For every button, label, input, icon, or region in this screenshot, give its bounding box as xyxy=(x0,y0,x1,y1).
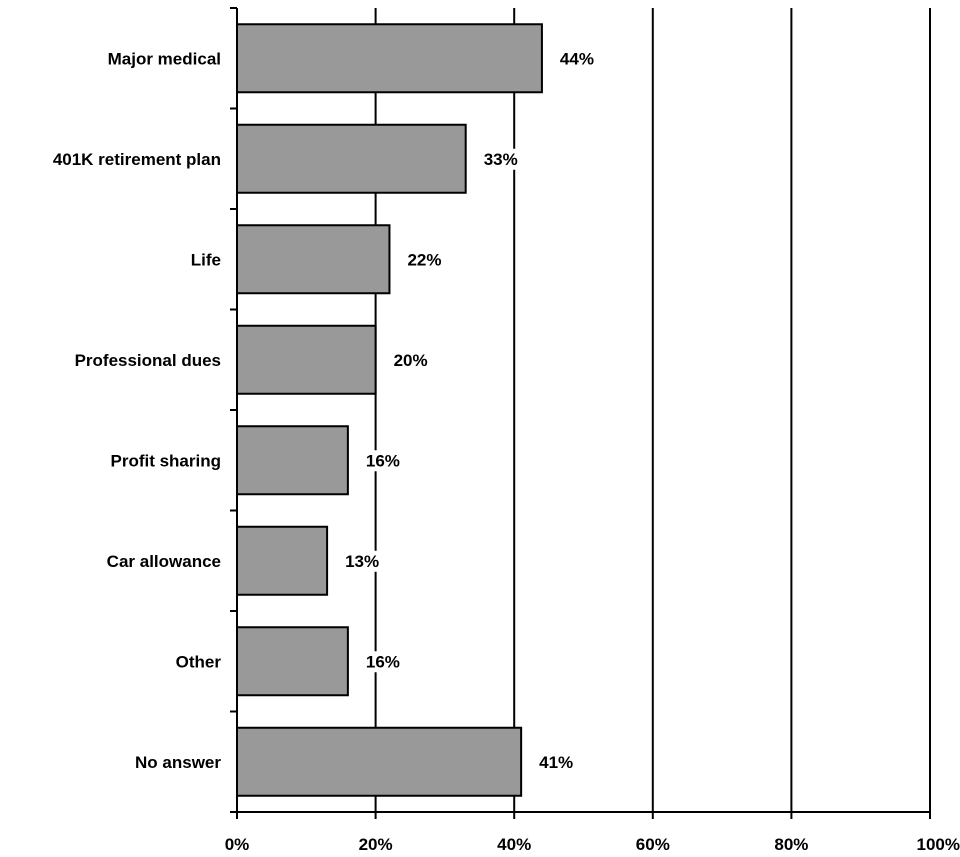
data-label: 33% xyxy=(484,150,518,169)
x-tick-label: 0% xyxy=(225,835,250,854)
labels: 0% 20% 40% 60% 80% 100% 44% Major medical 33% 401… xyxy=(53,48,960,854)
category-label: Car allowance xyxy=(107,552,221,571)
x-tick-label: 60% xyxy=(636,835,670,854)
data-label: 41% xyxy=(539,753,573,772)
gridlines xyxy=(374,8,931,812)
data-label: 20% xyxy=(394,351,428,370)
data-label-background xyxy=(363,651,402,673)
bar xyxy=(236,123,467,194)
data-label: 13% xyxy=(345,552,379,571)
data-label-background xyxy=(557,48,596,70)
data-label: 16% xyxy=(366,652,400,671)
category-label: Major medical xyxy=(108,49,221,68)
bar xyxy=(236,23,543,94)
x-tick-label: 80% xyxy=(774,835,808,854)
x-tick-label: 20% xyxy=(359,835,393,854)
bar xyxy=(236,726,523,797)
data-label-background xyxy=(343,550,382,572)
bar xyxy=(236,224,391,295)
bar xyxy=(236,626,349,697)
category-label: Profit sharing xyxy=(110,451,221,470)
data-label-background xyxy=(481,148,520,170)
data-label: 22% xyxy=(407,250,441,269)
bar xyxy=(236,324,377,395)
data-label-background xyxy=(405,249,444,271)
category-label: No answer xyxy=(135,753,221,772)
data-label-background xyxy=(391,349,430,371)
data-label-background xyxy=(537,751,576,773)
axes xyxy=(230,7,931,819)
bars xyxy=(236,23,543,797)
category-label: 401K retirement plan xyxy=(53,150,221,169)
data-label: 16% xyxy=(366,451,400,470)
data-label-background xyxy=(363,450,402,472)
category-label: Professional dues xyxy=(75,351,221,370)
x-tick-label: 100% xyxy=(917,835,960,854)
bar xyxy=(236,425,349,496)
category-label: Life xyxy=(191,250,221,269)
x-tick-label: 40% xyxy=(497,835,531,854)
data-label: 44% xyxy=(560,49,594,68)
bar xyxy=(236,525,329,596)
category-label: Other xyxy=(176,652,222,671)
